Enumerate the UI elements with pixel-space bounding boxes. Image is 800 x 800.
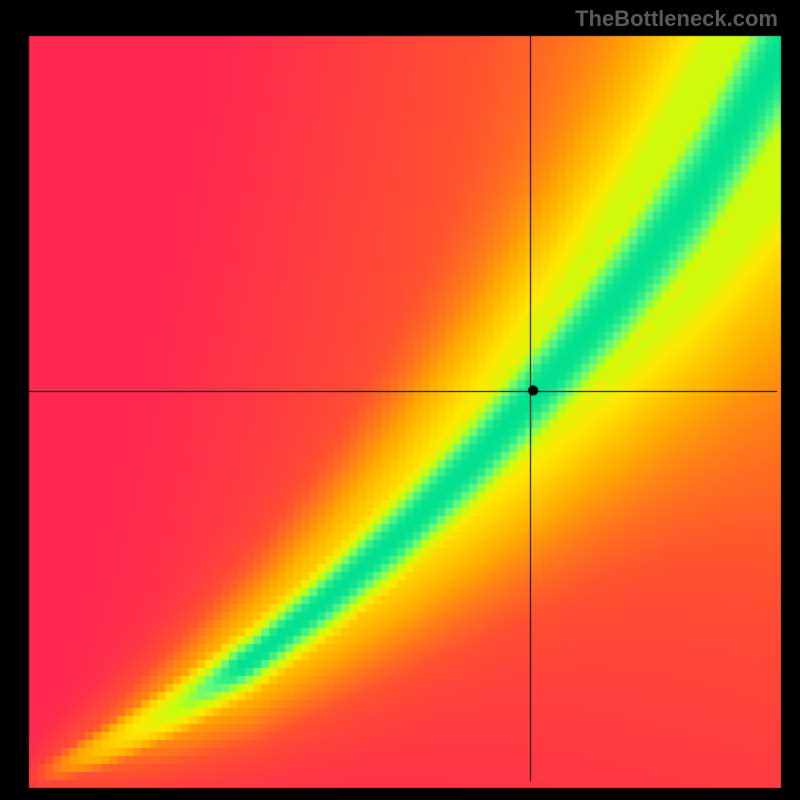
heatmap-canvas xyxy=(0,0,800,800)
chart-container: TheBottleneck.com xyxy=(0,0,800,800)
attribution-watermark: TheBottleneck.com xyxy=(575,6,778,32)
